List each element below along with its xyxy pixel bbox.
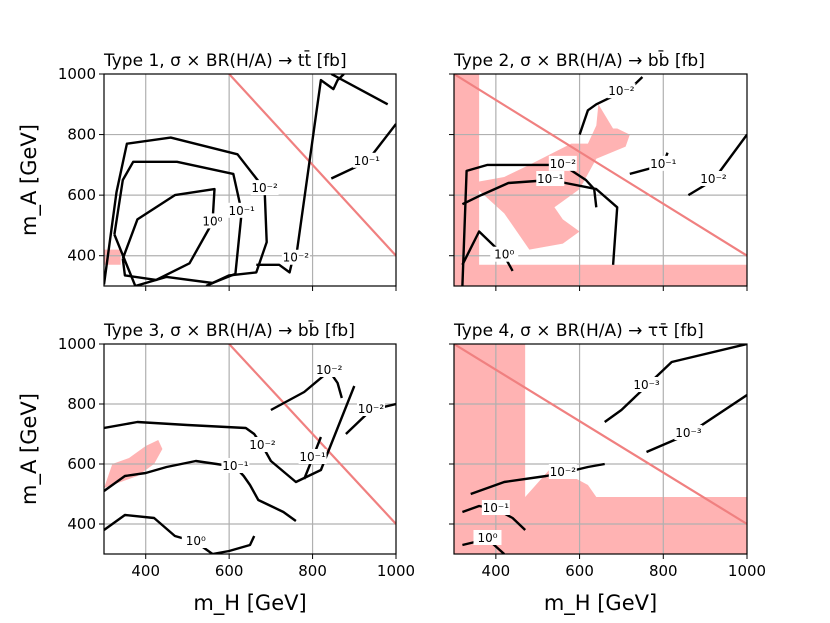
contour-label: 10⁻² — [700, 172, 727, 186]
contour-label: 10⁻¹ — [483, 501, 510, 515]
diagonal-line — [454, 344, 747, 525]
plot-area: 10⁰ 10⁻¹ 10⁻² 10⁻² 10⁻¹ — [104, 74, 396, 286]
contour-label-bg — [281, 249, 310, 265]
panel-1: 10⁰ 10⁻¹ 10⁻² 10⁻² 10⁻¹ 400 600 800 1000 Type 1, … — [17, 49, 397, 291]
contour-label: 10⁻² — [249, 438, 276, 452]
contour-label-bg — [649, 155, 678, 171]
excluded-region — [454, 264, 747, 286]
x-axis-label: m_H [GeV] — [544, 591, 657, 616]
contour-line — [121, 187, 216, 282]
x-tick-label: 800 — [649, 562, 678, 580]
contour-line — [461, 163, 598, 286]
contour-label-bg — [298, 449, 327, 464]
contour-label-bg — [548, 464, 577, 479]
contour-label-bg — [221, 458, 250, 473]
contour-label-bg — [227, 202, 256, 218]
contour-label-bg — [315, 362, 344, 377]
contour-label-bg — [198, 213, 227, 229]
x-tick-label: 600 — [215, 562, 244, 580]
panel-title: Type 4, σ × BR(H/A) → ττ̄ [fb] — [453, 321, 704, 341]
contour-label-bg — [248, 437, 277, 452]
panel-4: 10⁰ 10⁻¹ 10⁻² 10⁻³ 10⁻³ 400 600 800 1000 Type 4, … — [449, 321, 766, 616]
contour-line — [330, 123, 396, 180]
contour-label-bg — [699, 171, 728, 186]
axes-frame — [103, 343, 397, 555]
panel-title: Type 1, σ × BR(H/A) → tt̄ [fb] — [103, 49, 347, 71]
x-tick-label: 1000 — [728, 562, 766, 580]
contour-label-bg — [352, 152, 381, 168]
x-tick-label: 1000 — [377, 562, 415, 580]
contour-label-bg — [548, 155, 577, 171]
y-tick-label: 1000 — [58, 65, 96, 83]
contour-line — [256, 74, 345, 274]
y-axis-label: m_A [GeV] — [17, 393, 42, 505]
contour-label: 10⁻¹ — [650, 157, 677, 171]
excluded-region — [525, 464, 597, 497]
contour-label: 10⁰ — [494, 248, 514, 262]
diagonal-line — [228, 74, 396, 257]
panel-title: Type 3, σ × BR(H/A) → bb̄ [fb] — [103, 319, 355, 341]
contour-label: 10⁻¹ — [299, 450, 326, 464]
y-tick-label: 800 — [67, 395, 96, 413]
x-tick-label: 800 — [298, 562, 327, 580]
contour-label: 10⁰ — [477, 531, 497, 545]
contour-label: 10⁻² — [283, 251, 310, 265]
y-tick-label: 1000 — [58, 335, 96, 353]
contour-label-bg — [181, 533, 210, 548]
contour-label: 10⁰ — [202, 214, 222, 228]
contour-line — [687, 133, 747, 197]
contour-label: 10⁻¹ — [537, 172, 564, 186]
panel-title: Type 2, σ × BR(H/A) → bb̄ [fb] — [453, 49, 705, 71]
contour-label: 10⁻³ — [675, 426, 702, 440]
diagonal-line — [454, 74, 747, 257]
contour-label: 10⁻² — [550, 157, 577, 171]
contour-label: 10⁻¹ — [222, 459, 249, 473]
contour-label: 10⁻² — [608, 84, 635, 98]
contour-label-bg — [632, 377, 661, 392]
x-tick-label: 400 — [131, 562, 160, 580]
x-tick-label: 400 — [482, 562, 511, 580]
contour-label: 10⁰ — [186, 534, 206, 548]
contour-line — [330, 74, 389, 106]
contour-line — [104, 513, 256, 554]
contour-label-bg — [536, 171, 565, 186]
contour-label: 10⁻² — [550, 465, 577, 479]
excluded-region — [454, 497, 747, 554]
plot-area: 10⁰ 10⁻¹ 10⁻² 10⁻³ 10⁻³ — [454, 344, 747, 554]
contour-label: 10⁻² — [251, 181, 278, 195]
contour-label: 10⁻² — [358, 402, 385, 416]
contour-label-bg — [356, 401, 385, 416]
contour-label-bg — [481, 500, 510, 515]
y-tick-label: 400 — [67, 247, 96, 265]
contour-line — [104, 136, 268, 286]
axes-frame — [103, 73, 397, 287]
contour-label-bg — [473, 530, 502, 545]
contour-label: 10⁻² — [316, 363, 343, 377]
contour-label-bg — [490, 246, 519, 262]
x-tick-label: 600 — [565, 562, 594, 580]
y-tick-label: 600 — [67, 186, 96, 204]
y-tick-label: 400 — [67, 515, 96, 533]
contour-label: 10⁻³ — [633, 378, 660, 392]
diagonal-line — [228, 344, 396, 525]
axes-frame — [453, 343, 748, 555]
axes-frame — [453, 73, 748, 287]
contour-label-bg — [607, 83, 636, 99]
y-tick-label: 800 — [67, 126, 96, 144]
contour-line — [461, 230, 514, 272]
x-axis-label: m_H [GeV] — [193, 591, 306, 616]
contour-label: 10⁻¹ — [354, 154, 381, 168]
contour-label: 10⁻¹ — [228, 204, 255, 218]
contour-label-bg — [674, 425, 703, 440]
y-axis-label: m_A [GeV] — [17, 124, 42, 236]
contour-label-bg — [250, 180, 279, 196]
y-tick-label: 600 — [67, 455, 96, 473]
